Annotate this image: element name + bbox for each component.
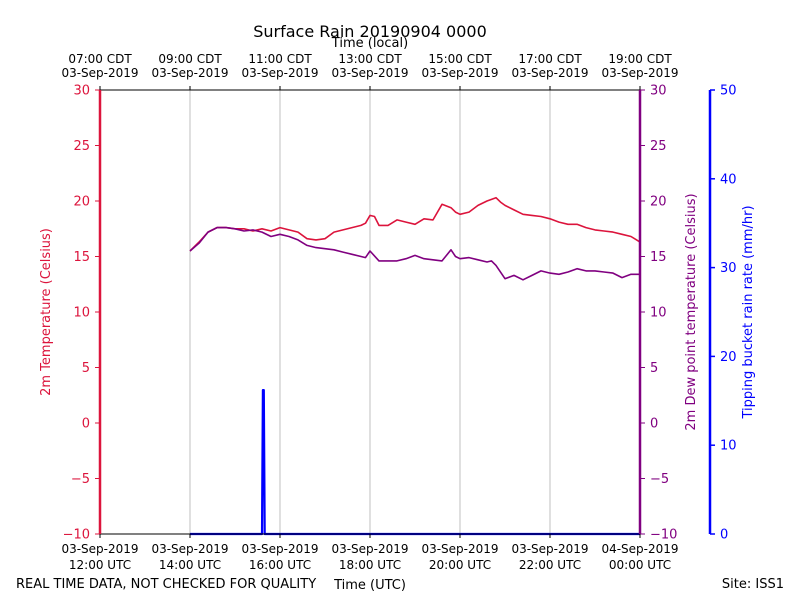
grid xyxy=(189,90,551,534)
temperature-tick-label: 5 xyxy=(82,361,90,376)
temperature-tick-label: 30 xyxy=(73,84,90,99)
x-tick-label-top-date: 03-Sep-2019 xyxy=(601,66,678,80)
series-layer xyxy=(189,196,641,536)
x-tick-label-top-time: 19:00 CDT xyxy=(608,52,672,66)
rain-rate-tick-label: 40 xyxy=(720,172,737,187)
temperature-tick-label: −5 xyxy=(71,472,90,487)
x-tick-label-bottom-time: 00:00 UTC xyxy=(609,558,671,572)
x-tick-label-top-time: 17:00 CDT xyxy=(518,52,582,66)
tick-layer: −10 −5 0 5 10 15 20 25 30 −10 −5 0 5 10 15 20 25 30 0 10 20 3… xyxy=(61,52,736,572)
x-tick-label-top-date: 03-Sep-2019 xyxy=(241,66,318,80)
y-axis-label-temperature: 2m Temperature (Celsius) xyxy=(39,228,54,396)
x-tick-label-top-date: 03-Sep-2019 xyxy=(331,66,408,80)
x-tick-label-top-time: 11:00 CDT xyxy=(248,52,312,66)
x-tick-label-top-time: 09:00 CDT xyxy=(158,52,222,66)
dewpoint-tick-label: 15 xyxy=(650,250,667,265)
rain-rate-tick-label: 20 xyxy=(720,350,737,365)
series-line-2m-temperature xyxy=(189,196,641,252)
site-label: Site: ISS1 xyxy=(722,577,784,592)
chart-title: Surface Rain 20190904 0000 xyxy=(253,22,487,41)
x-tick-label-bottom-date: 03-Sep-2019 xyxy=(241,542,318,556)
x-tick-label-top-date: 03-Sep-2019 xyxy=(151,66,228,80)
x-tick-label-bottom-date: 04-Sep-2019 xyxy=(601,542,678,556)
x-tick-label-bottom-time: 12:00 UTC xyxy=(69,558,131,572)
x-tick-label-top-time: 13:00 CDT xyxy=(338,52,402,66)
dewpoint-tick-label: 30 xyxy=(650,84,667,99)
x-tick-label-bottom-date: 03-Sep-2019 xyxy=(151,542,228,556)
top-axis-label: Time (local) xyxy=(331,36,408,51)
temperature-tick-label: −10 xyxy=(63,528,90,543)
dewpoint-tick-label: 5 xyxy=(650,361,658,376)
x-tick-label-bottom-date: 03-Sep-2019 xyxy=(331,542,408,556)
x-tick-label-bottom-time: 18:00 UTC xyxy=(339,558,401,572)
temperature-tick-label: 0 xyxy=(82,417,90,432)
quality-disclaimer: REAL TIME DATA, NOT CHECKED FOR QUALITY xyxy=(16,577,316,592)
temperature-tick-label: 20 xyxy=(73,195,90,210)
x-tick-label-bottom-date: 03-Sep-2019 xyxy=(61,542,138,556)
y-axis-label-rain-rate: Tipping bucket rain rate (mm/hr) xyxy=(741,205,756,419)
dewpoint-tick-label: −5 xyxy=(650,472,669,487)
series-line-tipping-bucket-rain-rate xyxy=(190,389,640,536)
dewpoint-tick-label: −10 xyxy=(650,528,677,543)
rain-rate-tick-label: 30 xyxy=(720,261,737,276)
x-tick-label-top-date: 03-Sep-2019 xyxy=(61,66,138,80)
dewpoint-tick-label: 25 xyxy=(650,139,667,154)
series-line-2m-dew-point-temperature xyxy=(189,226,640,281)
dewpoint-tick-label: 0 xyxy=(650,417,658,432)
y-axis-label-dewpoint: 2m Dew point temperature (Celsius) xyxy=(684,193,699,430)
x-axis-label: Time (UTC) xyxy=(333,578,406,593)
dewpoint-tick-label: 20 xyxy=(650,195,667,210)
rain-rate-tick-label: 0 xyxy=(720,528,728,543)
temperature-tick-label: 10 xyxy=(73,306,90,321)
x-tick-label-bottom-time: 22:00 UTC xyxy=(519,558,581,572)
x-tick-label-top-time: 15:00 CDT xyxy=(428,52,492,66)
x-tick-label-top-date: 03-Sep-2019 xyxy=(511,66,588,80)
x-tick-label-bottom-date: 03-Sep-2019 xyxy=(421,542,498,556)
rain-rate-tick-label: 10 xyxy=(720,439,737,454)
temperature-tick-label: 15 xyxy=(73,250,90,265)
axes xyxy=(98,89,712,535)
x-tick-label-bottom-time: 20:00 UTC xyxy=(429,558,491,572)
temperature-tick-label: 25 xyxy=(73,139,90,154)
x-tick-label-top-date: 03-Sep-2019 xyxy=(421,66,498,80)
x-tick-label-bottom-time: 16:00 UTC xyxy=(249,558,311,572)
x-tick-label-bottom-date: 03-Sep-2019 xyxy=(511,542,588,556)
dewpoint-tick-label: 10 xyxy=(650,306,667,321)
x-tick-label-top-time: 07:00 CDT xyxy=(68,52,132,66)
rain-rate-tick-label: 50 xyxy=(720,84,737,99)
x-tick-label-bottom-time: 14:00 UTC xyxy=(159,558,221,572)
